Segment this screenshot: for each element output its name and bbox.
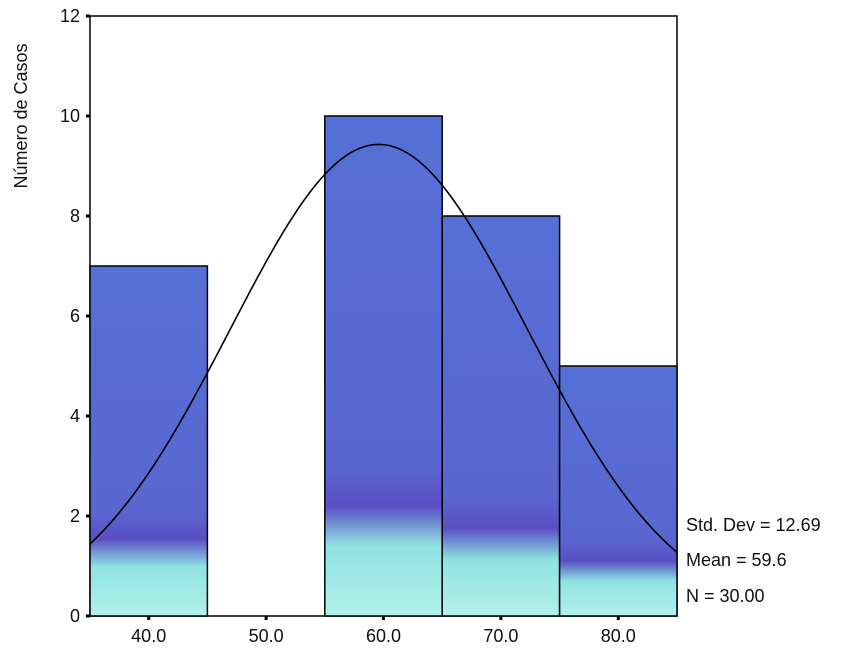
y-tick-label: 0 xyxy=(70,606,80,626)
x-tick-label: 80.0 xyxy=(601,626,636,646)
stat-std-dev: Std. Dev = 12.69 xyxy=(686,515,821,535)
histogram-bar-70 xyxy=(441,215,561,617)
y-tick-label: 10 xyxy=(60,106,80,126)
y-tick-label: 2 xyxy=(70,506,80,526)
stat-n: N = 30.00 xyxy=(686,586,765,606)
y-tick-label: 8 xyxy=(70,206,80,226)
x-tick-label: 70.0 xyxy=(483,626,518,646)
y-axis-title: Número de Casos xyxy=(11,43,31,188)
y-tick-label: 12 xyxy=(60,6,80,26)
y-axis: 0 2 4 6 8 10 12 xyxy=(60,6,90,626)
histogram-bar-60 xyxy=(324,115,443,617)
x-axis: 40.0 50.0 60.0 70.0 80.0 xyxy=(131,616,636,646)
normal-curve xyxy=(89,143,678,553)
x-tick-label: 50.0 xyxy=(249,626,284,646)
x-tick-label: 60.0 xyxy=(366,626,401,646)
histogram-bar-80 xyxy=(558,365,678,617)
x-tick-label: 40.0 xyxy=(131,626,166,646)
y-tick-label: 6 xyxy=(70,306,80,326)
bars-group xyxy=(89,115,678,617)
histogram-bar-40 xyxy=(89,265,209,617)
y-tick-label: 4 xyxy=(70,406,80,426)
stat-mean: Mean = 59.6 xyxy=(686,550,787,570)
